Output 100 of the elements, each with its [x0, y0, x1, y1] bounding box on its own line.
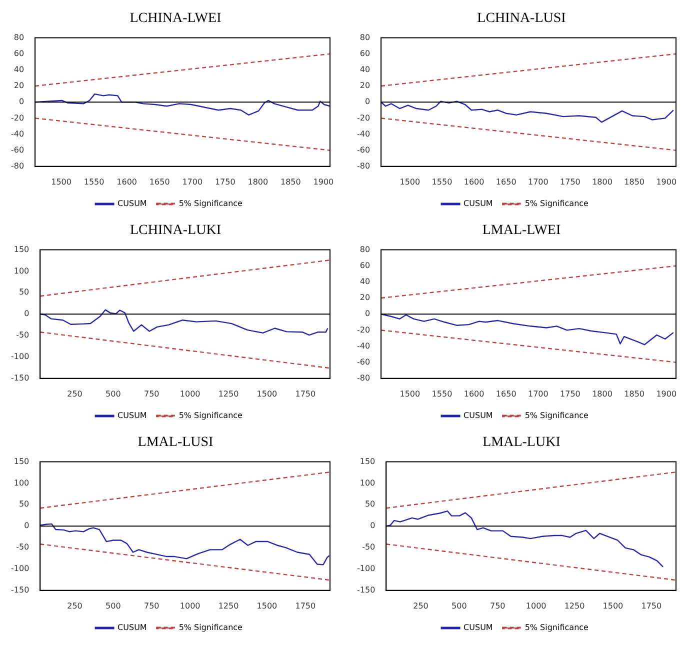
legend-label: 5% Significance [524, 199, 589, 208]
x-tick-label: 1650 [496, 389, 516, 398]
x-tick-label: 1250 [218, 389, 239, 398]
x-tick-label: 250 [67, 601, 82, 610]
y-tick-label: 20 [360, 293, 370, 302]
x-tick-label: 1900 [656, 177, 677, 186]
x-tick-label: 1750 [560, 389, 580, 398]
chart-title: LCHINA-LUSI [476, 10, 567, 28]
legend-label: 5% Significance [178, 411, 243, 420]
legend-label: 5% Significance [524, 411, 589, 420]
chart-title: LCHINA-LWEI [128, 10, 222, 28]
x-tick-label: 1550 [432, 389, 452, 398]
y-tick-label: -60 [356, 145, 370, 154]
x-tick-label: 1550 [432, 177, 452, 186]
x-tick-label: 1850 [280, 177, 301, 186]
y-tick-label: 20 [14, 81, 24, 90]
chart-title: LMAL-LUSI [136, 434, 214, 452]
legend-label: 5% Significance [178, 623, 243, 632]
y-tick-label: -20 [356, 113, 370, 122]
x-tick-label: 1800 [592, 177, 612, 186]
y-tick-label: 0 [364, 97, 370, 106]
x-tick-label: 750 [490, 601, 506, 610]
y-tick-label: 0 [24, 521, 30, 530]
y-tick-label: -80 [356, 161, 370, 170]
x-tick-label: 1600 [464, 389, 484, 398]
x-tick-label: 1250 [564, 601, 585, 610]
legend-label: CUSUM [464, 623, 493, 632]
x-tick-label: 1600 [116, 177, 138, 186]
y-tick-label: 0 [364, 309, 370, 318]
x-tick-label: 1500 [256, 601, 278, 610]
legend-label: CUSUM [118, 411, 147, 420]
legend-label: 5% Significance [178, 199, 243, 208]
y-tick-label: -40 [356, 341, 370, 350]
y-tick-label: 0 [18, 97, 24, 106]
y-tick-label: 150 [14, 244, 30, 254]
x-tick-label: 1650 [496, 177, 516, 186]
legend-label: CUSUM [118, 199, 147, 208]
y-tick-label: -100 [11, 352, 30, 362]
y-tick-label: 100 [14, 266, 30, 276]
y-tick-label: 60 [360, 260, 370, 270]
x-tick-label: 1000 [526, 601, 546, 610]
x-tick-label: 1000 [180, 601, 200, 610]
y-tick-label: -60 [10, 145, 24, 154]
x-tick-label: 250 [413, 601, 428, 610]
y-tick-label: -80 [10, 161, 24, 170]
x-tick-label: 1750 [641, 601, 662, 610]
x-tick-label: 1500 [400, 389, 420, 398]
x-tick-label: 1700 [528, 389, 548, 398]
chart-title: LMAL-LWEI [481, 222, 562, 240]
y-tick-label: -80 [356, 373, 370, 382]
y-tick-label: 20 [360, 81, 370, 90]
chart-title: LMAL-LUKI [482, 434, 562, 452]
x-tick-label: 1750 [560, 177, 580, 186]
y-tick-label: -40 [10, 129, 24, 138]
x-tick-label: 1500 [51, 177, 72, 186]
y-tick-label: 50 [18, 500, 30, 509]
y-tick-label: 40 [360, 65, 370, 74]
x-tick-label: 750 [144, 389, 160, 398]
y-tick-label: 50 [364, 500, 376, 509]
y-tick-label: 80 [360, 32, 370, 42]
x-tick-label: 1800 [248, 177, 268, 186]
x-tick-label: 1500 [602, 601, 624, 610]
x-tick-label: 1250 [218, 601, 239, 610]
x-tick-label: 1850 [624, 389, 645, 398]
y-tick-label: -150 [11, 585, 30, 594]
x-tick-label: 1700 [528, 177, 548, 186]
x-tick-label: 500 [106, 601, 121, 610]
x-tick-label: 1500 [256, 389, 278, 398]
y-tick-label: 100 [14, 478, 30, 488]
x-tick-label: 1600 [464, 177, 484, 186]
y-tick-label: -60 [356, 357, 370, 366]
y-tick-label: -50 [362, 542, 376, 552]
y-tick-label: 80 [14, 32, 24, 42]
legend-label: CUSUM [118, 623, 147, 632]
y-tick-label: -100 [357, 564, 376, 574]
y-tick-label: -40 [356, 129, 370, 138]
x-tick-label: 1800 [592, 389, 612, 398]
y-tick-label: -20 [356, 325, 370, 334]
x-tick-label: 1550 [84, 177, 104, 186]
x-tick-label: 750 [144, 601, 160, 610]
legend-label: 5% Significance [524, 623, 589, 632]
y-tick-label: 60 [360, 48, 370, 58]
y-tick-label: -150 [11, 373, 30, 382]
y-tick-label: -150 [357, 585, 376, 594]
y-tick-label: -20 [10, 113, 24, 122]
y-tick-label: 150 [360, 456, 376, 466]
legend-label: CUSUM [464, 411, 493, 420]
y-tick-label: 150 [14, 456, 30, 466]
y-tick-label: -50 [16, 542, 30, 552]
y-tick-label: -50 [16, 330, 30, 340]
x-tick-label: 1900 [313, 177, 334, 186]
y-tick-label: 100 [360, 478, 376, 488]
x-tick-label: 1750 [295, 601, 316, 610]
legend-label: CUSUM [464, 199, 493, 208]
y-tick-label: 80 [360, 244, 370, 254]
x-tick-label: 1700 [182, 177, 203, 186]
x-tick-label: 250 [67, 389, 82, 398]
chart-title: LCHINA-LUKI [129, 222, 222, 240]
x-tick-label: 1900 [656, 389, 677, 398]
x-tick-label: 1750 [295, 389, 316, 398]
